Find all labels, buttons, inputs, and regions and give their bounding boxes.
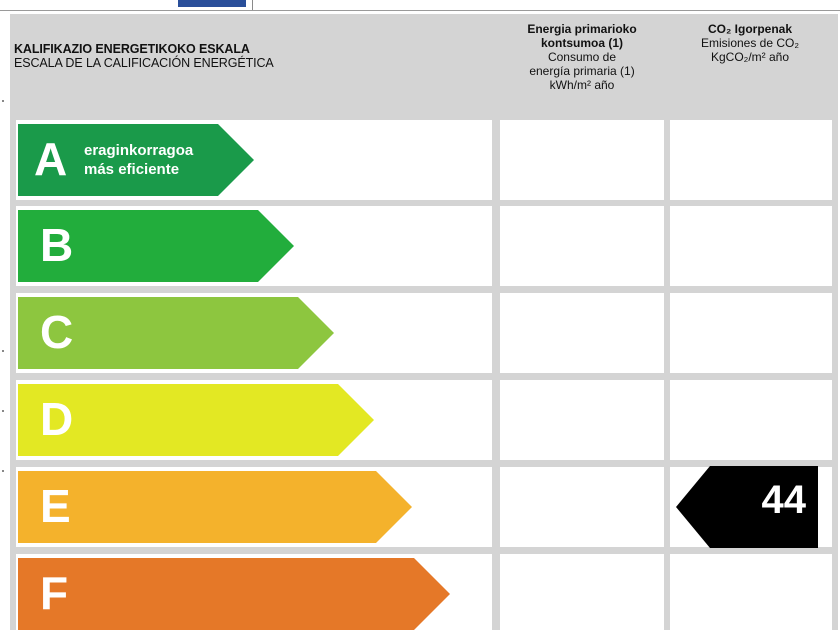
co2-rating-shape [676,466,818,548]
class-d-arrow: D [18,384,374,456]
blue-marker [178,0,246,7]
co2-header-line: Emisiones de CO₂ [700,36,800,51]
co2-cell-d [670,380,832,460]
energy-header-line: energía primaria (1) [529,64,635,79]
co2-cell-f [670,554,832,630]
class-d-letter: D [40,393,74,445]
margin-mark [2,470,4,472]
energy-cell-b [500,206,664,286]
class-a-letter: A [34,133,68,185]
co2-column-header: CO₂ Igorpenak Emisiones de CO₂ KgCO₂/m² … [668,22,832,64]
class-a-desc-basque: eraginkorragoa [84,142,194,159]
scale-title-spanish: ESCALA DE LA CALIFICACIÓN ENERGÉTICA [14,56,274,70]
class-d-arrow-shape [18,384,374,456]
margin-mark [2,100,4,102]
energy-cell-a [500,120,664,200]
class-f-letter: F [40,567,69,619]
co2-header-line: CO₂ Igorpenak [707,22,792,36]
co2-rating-indicator: 44 [676,466,818,548]
co2-cell-a [670,120,832,200]
class-a-arrow-shape [18,124,254,196]
scale-title-basque: KALIFIKAZIO ENERGETIKOKO ESKALA [14,42,250,56]
energy-header-line: Energia primarioko [527,22,637,36]
class-f-arrow: F [18,558,450,630]
class-b-arrow-shape [18,210,294,282]
class-a-desc-spanish: más eficiente [84,161,180,178]
class-e-letter: E [40,480,71,532]
class-b-letter: B [40,219,74,271]
energy-cell-f [500,554,664,630]
energy-header-line: kontsumoa (1) [540,36,623,51]
co2-header-line: KgCO₂/m² año [710,50,790,65]
class-c-arrow-shape [18,297,334,369]
scale-title: KALIFIKAZIO ENERGETIKOKO ESKALA ESCALA D… [14,42,274,70]
class-e-arrow: E [18,471,412,543]
class-e-arrow-shape [18,471,412,543]
class-c-letter: C [40,306,74,358]
energy-cell-d [500,380,664,460]
top-border-strip [0,0,840,11]
divider [252,0,253,10]
class-c-arrow: C [18,297,334,369]
class-a-arrow: A eraginkorragoa más eficiente [18,124,254,196]
margin-mark [2,350,4,352]
energy-column-header: Energia primarioko kontsumoa (1) Consumo… [500,22,664,92]
energy-header-line: Consumo de [547,50,617,65]
energy-cell-e [500,467,664,547]
class-f-arrow-shape [18,558,450,630]
margin-mark [2,410,4,412]
co2-cell-b [670,206,832,286]
energy-cell-c [500,293,664,373]
co2-cell-c [670,293,832,373]
energy-header-line: kWh/m² año [549,78,615,93]
class-b-arrow: B [18,210,294,282]
co2-rating-value: 44 [761,478,807,522]
